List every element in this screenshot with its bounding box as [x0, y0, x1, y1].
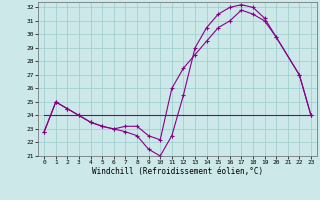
X-axis label: Windchill (Refroidissement éolien,°C): Windchill (Refroidissement éolien,°C)	[92, 167, 263, 176]
